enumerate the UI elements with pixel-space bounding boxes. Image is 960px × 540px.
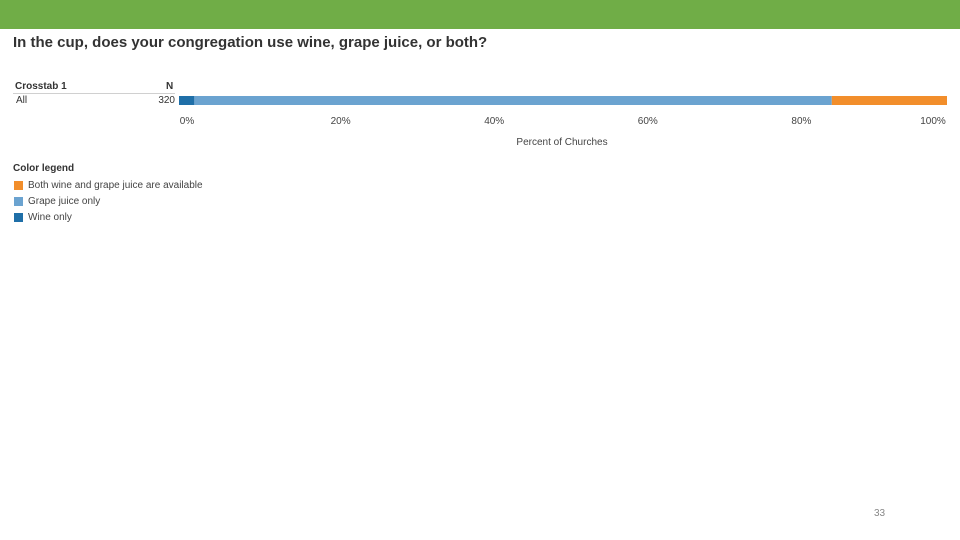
legend-label-wine: Wine only	[28, 211, 72, 223]
legend-label-both: Both wine and grape juice are available	[28, 179, 203, 191]
legend-item-both: Both wine and grape juice are available	[14, 177, 203, 193]
x-tick-label: 0%	[180, 116, 195, 127]
crosstab-header: Crosstab 1	[15, 81, 67, 92]
legend-item-grape-juice: Grape juice only	[14, 193, 203, 209]
legend-title: Color legend	[13, 163, 75, 174]
row-label: All	[16, 95, 28, 106]
x-tick-label: 100%	[920, 116, 946, 127]
header-divider	[13, 93, 175, 94]
page-title: In the cup, does your congregation use w…	[13, 34, 488, 51]
x-axis-title: Percent of Churches	[516, 137, 607, 148]
bar-segment-both-wine-and-grape-juice-are-available	[831, 96, 947, 105]
legend-swatch-grape-juice	[14, 196, 23, 206]
x-tick-label: 20%	[331, 116, 351, 127]
legend-swatch-wine	[14, 212, 23, 222]
legend-label-grape-juice: Grape juice only	[28, 195, 101, 207]
stacked-bar-chart: 0% 20% 40% 60% 80% 100% Percent of Churches	[179, 96, 947, 148]
header-bar	[0, 0, 960, 29]
row-n-value: 320	[158, 95, 175, 106]
x-tick-label: 40%	[484, 116, 504, 127]
n-column-header: N	[166, 81, 174, 92]
color-legend: Both wine and grape juice are available …	[14, 177, 203, 225]
bar-segment-grape-juice-only	[194, 96, 832, 105]
legend-swatch-both	[14, 180, 23, 190]
x-tick-label: 80%	[791, 116, 811, 127]
bar-segment-wine-only	[179, 96, 195, 105]
legend-item-wine: Wine only	[14, 209, 203, 225]
x-tick-label: 60%	[638, 116, 658, 127]
page-number: 33	[874, 508, 886, 519]
